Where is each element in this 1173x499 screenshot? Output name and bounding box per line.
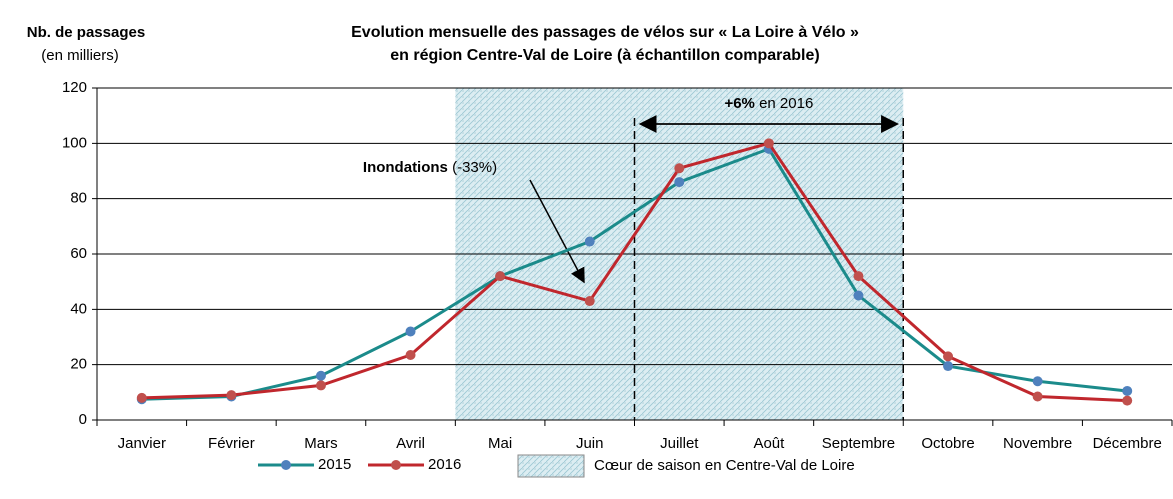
x-tick-label: Octobre <box>921 435 974 452</box>
series-line <box>141 147 1128 401</box>
x-tick-label: Janvier <box>118 435 166 452</box>
data-point <box>1122 385 1133 396</box>
data-point <box>943 351 954 362</box>
data-point <box>1032 376 1043 387</box>
x-tick-label: Novembre <box>1003 435 1072 452</box>
data-point <box>1032 391 1043 402</box>
y-tick-label: 60 <box>70 245 87 262</box>
legend-label: 2016 <box>428 456 461 473</box>
flood-arrow <box>529 179 585 284</box>
y-axis-sublabel: (en milliers) <box>41 47 119 64</box>
legend-marker <box>391 460 401 470</box>
data-point <box>405 349 416 360</box>
x-tick-label: Juin <box>576 435 604 452</box>
annotation: +6% en 2016 <box>724 95 813 112</box>
y-tick-label: 80 <box>70 190 87 207</box>
x-tick-label: Mai <box>488 435 512 452</box>
y-tick-label: 100 <box>62 134 87 151</box>
data-point <box>674 163 685 174</box>
y-tick-label: 20 <box>70 356 87 373</box>
data-point <box>226 390 237 401</box>
data-point <box>315 370 326 381</box>
annotation: Inondations (-33%) <box>363 159 497 176</box>
legend-swatch <box>517 454 585 478</box>
chart-title: en région Centre-Val de Loire (à échanti… <box>390 47 819 64</box>
y-tick-label: 0 <box>79 411 87 428</box>
data-point <box>853 290 864 301</box>
data-point <box>853 271 864 282</box>
data-point <box>584 236 595 247</box>
data-point <box>674 177 685 188</box>
annotation-bold: Inondations <box>363 159 448 176</box>
x-tick-label: Février <box>208 435 255 452</box>
legend-label: 2015 <box>318 456 351 473</box>
x-tick-label: Décembre <box>1093 435 1162 452</box>
chart-title: Evolution mensuelle des passages de vélo… <box>351 24 859 41</box>
data-point <box>315 380 326 391</box>
x-tick-label: Septembre <box>822 435 895 452</box>
x-tick-label: Août <box>753 435 785 452</box>
data-point <box>1122 395 1133 406</box>
series-line <box>141 141 1128 403</box>
annotation-text: en 2016 <box>755 95 813 112</box>
x-tick-label: Avril <box>396 435 425 452</box>
y-axis-label: Nb. de passages <box>27 24 145 41</box>
annotation-text: (-33%) <box>448 159 497 176</box>
annotation-bold: +6% <box>724 95 754 112</box>
data-point <box>584 296 595 307</box>
legend-label: Cœur de saison en Centre-Val de Loire <box>594 457 855 474</box>
x-tick-label: Juillet <box>660 435 699 452</box>
data-point <box>495 271 506 282</box>
x-tick-label: Mars <box>304 435 337 452</box>
data-point <box>943 361 954 372</box>
data-point <box>405 326 416 337</box>
y-tick-label: 40 <box>70 300 87 317</box>
data-point <box>136 392 147 403</box>
legend-marker <box>281 460 291 470</box>
data-point <box>763 138 774 149</box>
y-tick-label: 120 <box>62 79 87 96</box>
